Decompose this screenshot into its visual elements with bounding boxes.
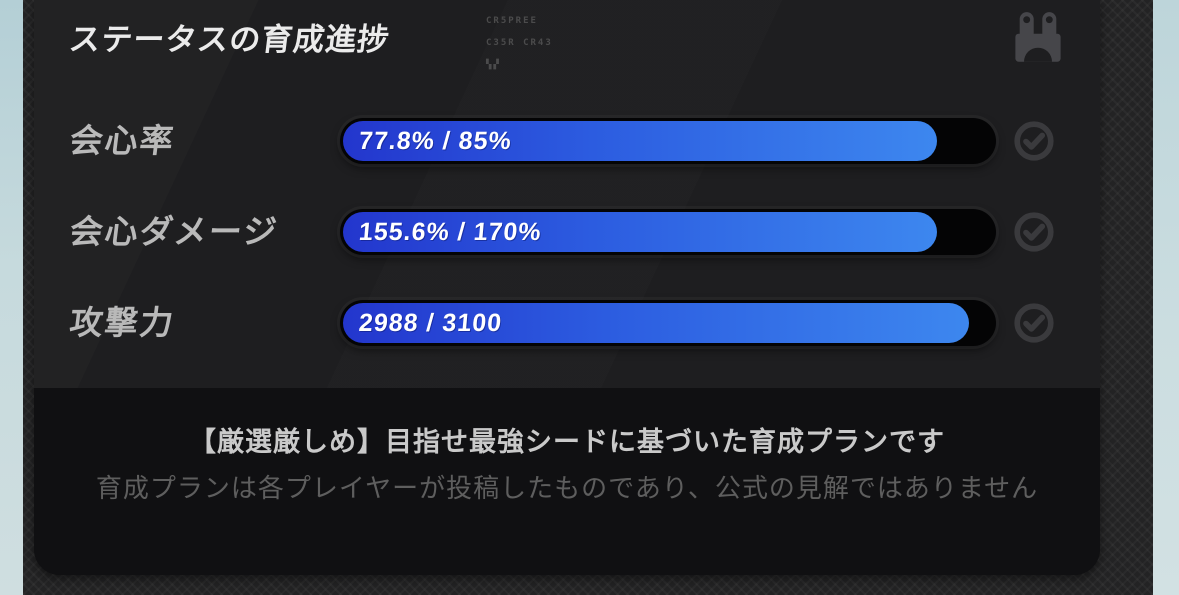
- stats-section: ステータスの育成進捗 CR5PREE C35R CR43 ▚▞ 会心率 77.8…: [34, 0, 1100, 388]
- page-title: ステータスの育成進捗: [67, 22, 392, 57]
- stat-label: 会心ダメージ: [67, 213, 281, 250]
- deco-line: C35R CR43: [486, 38, 553, 48]
- check-circle-icon: [1013, 211, 1055, 253]
- bangboo-icon: [1012, 10, 1064, 66]
- stat-label: 会心率: [67, 122, 178, 159]
- progress-bar-fill: [343, 212, 938, 252]
- progress-bar-track: 77.8% / 85%: [340, 118, 996, 164]
- progress-bar-fill: [343, 303, 970, 343]
- plan-disclaimer: 育成プランは各プレイヤーが投稿したものであり、公式の見解ではありません: [95, 473, 1039, 503]
- progress-bar-track: 155.6% / 170%: [340, 209, 996, 255]
- progress-bar-fill: [343, 121, 938, 161]
- check-circle-icon: [1013, 302, 1055, 344]
- stat-label: 攻撃力: [67, 304, 178, 341]
- progress-bar-track: 2988 / 3100: [340, 300, 996, 346]
- deco-line: ▚▞: [486, 60, 501, 70]
- progress-bar-value: 77.8% / 85%: [357, 127, 514, 155]
- check-circle-icon: [1013, 120, 1055, 162]
- background-right-strip: [1153, 0, 1179, 595]
- stat-row-attack: 攻撃力 2988 / 3100: [34, 300, 1100, 346]
- deco-glitch-text: CR5PREE C35R CR43 ▚▞: [486, 16, 553, 71]
- plan-title: 【厳選厳しめ】目指せ最強シードに基づいた育成プランです: [189, 427, 945, 457]
- deco-line: CR5PREE: [486, 16, 538, 26]
- stat-row-crit-rate: 会心率 77.8% / 85%: [34, 118, 1100, 164]
- progress-bar-value: 2988 / 3100: [357, 309, 504, 337]
- training-progress-card: ステータスの育成進捗 CR5PREE C35R CR43 ▚▞ 会心率 77.8…: [34, 0, 1100, 575]
- background-left-strip: [0, 0, 23, 595]
- progress-bar-value: 155.6% / 170%: [357, 218, 543, 246]
- stat-row-crit-damage: 会心ダメージ 155.6% / 170%: [34, 209, 1100, 255]
- plan-description-section: 【厳選厳しめ】目指せ最強シードに基づいた育成プランです 育成プランは各プレイヤー…: [34, 388, 1100, 575]
